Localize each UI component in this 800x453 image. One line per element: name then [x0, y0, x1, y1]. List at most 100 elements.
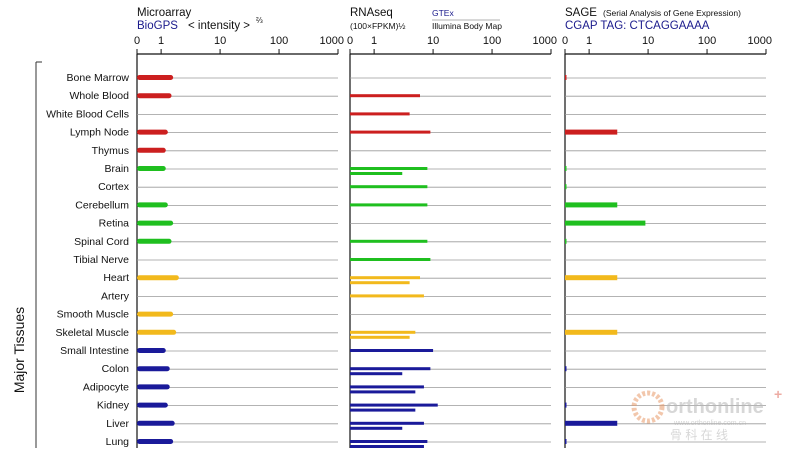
x-tick-label: 1	[158, 35, 164, 47]
panel-scale-exponent: ⅔	[256, 16, 263, 25]
x-tick-label: 10	[214, 35, 226, 47]
x-tick-label: 1000	[320, 35, 344, 47]
panel-scale-label: < intensity >	[188, 20, 250, 32]
bar-brain	[350, 167, 428, 170]
bar-small-intestine	[137, 348, 166, 353]
y-axis-label: Major Tissues	[11, 307, 27, 393]
bar-bone-marrow	[137, 75, 174, 80]
x-tick-label: 10	[427, 35, 439, 47]
bar-liver	[350, 421, 424, 425]
panel-source-illumina: Illumina Body Map	[432, 21, 502, 31]
bar-smooth-muscle	[137, 311, 174, 317]
bar-heart	[565, 275, 618, 281]
category-label: Whole Blood	[69, 90, 129, 102]
panel-title-rnaseq: RNAseq	[350, 7, 393, 19]
bar-lymph-node	[137, 129, 168, 135]
panel-title-microarray: Microarray	[137, 7, 192, 19]
bar-spinal-cord	[350, 239, 428, 243]
bar-colon	[137, 366, 170, 372]
x-tick-label: 0	[562, 35, 568, 47]
panel-source-gtex: GTEx	[432, 8, 454, 18]
bar-whole-blood	[350, 94, 420, 98]
x-tick-label: 100	[698, 35, 716, 47]
bar-retina	[565, 220, 646, 226]
bar-liver	[350, 426, 403, 430]
category-label: Thymus	[92, 145, 129, 157]
panel-tag-label: CGAP TAG: CTCAGGAAAA	[565, 20, 710, 32]
axes-layer: 0 1 10 100 1000 0 1 10 100 1000 0 1 10 100 1000	[134, 35, 772, 448]
bar-cerebellum	[565, 202, 618, 208]
bar-lung	[350, 445, 424, 448]
y-axis-group: Major Tissues	[11, 61, 42, 448]
bar-skeletal-muscle	[137, 329, 177, 335]
panel-headers: Microarray BioGPS < intensity > ⅔ RNAseq…	[137, 7, 741, 32]
bar-brain	[137, 166, 166, 171]
bar-spinal-cord	[137, 238, 172, 244]
category-label: Smooth Muscle	[57, 309, 130, 321]
panel-source-biogps: BioGPS	[137, 20, 178, 32]
bar-bone-marrow	[565, 75, 567, 80]
bar-skeletal-muscle	[350, 330, 416, 334]
bar-white-blood-cells	[350, 112, 410, 116]
watermark-url: www.orthonline.com.cn	[673, 420, 746, 427]
bar-cortex	[565, 184, 567, 190]
bar-liver	[565, 420, 618, 426]
bars-layer	[137, 75, 646, 448]
x-tick-label: 1	[371, 35, 377, 47]
bar-tibial-nerve	[350, 258, 431, 261]
bar-thymus	[137, 147, 166, 153]
category-label: White Blood Cells	[46, 108, 129, 120]
bar-lung	[565, 439, 567, 444]
category-label: Liver	[106, 418, 129, 430]
watermark-plus: +	[774, 386, 782, 402]
bar-cerebellum	[350, 203, 428, 207]
category-label: Small Intestine	[60, 345, 129, 357]
bar-colon	[350, 367, 431, 371]
bar-small-intestine	[350, 349, 434, 352]
bar-cortex	[350, 185, 428, 189]
bar-kidney	[565, 402, 567, 408]
bar-kidney	[350, 408, 416, 412]
panel-scale-fpkm: (100×FPKM)½	[350, 21, 406, 31]
category-label: Cerebellum	[75, 199, 129, 211]
watermark-brand: orthonline	[666, 396, 764, 418]
bar-kidney	[350, 403, 438, 407]
bar-cerebellum	[137, 202, 168, 208]
watermark-logo: orthonline + www.orthonline.com.cn 骨 科 在…	[631, 386, 782, 442]
category-label: Kidney	[97, 400, 130, 412]
x-tick-label: 0	[134, 35, 140, 47]
bar-artery	[350, 294, 424, 298]
category-label: Tibial Nerve	[73, 254, 129, 266]
category-label: Cortex	[98, 181, 130, 193]
bar-lymph-node	[565, 129, 618, 135]
panel-title-sage: SAGE	[565, 7, 597, 19]
bar-lung	[350, 440, 428, 443]
watermark-cn: 骨 科 在 线	[670, 428, 728, 442]
bar-retina	[137, 220, 174, 226]
category-label: Brain	[104, 163, 129, 175]
category-label: Skeletal Muscle	[55, 327, 129, 339]
bar-adipocyte	[350, 385, 424, 389]
x-tick-label: 100	[483, 35, 501, 47]
x-tick-label: 0	[347, 35, 353, 47]
x-tick-label: 1000	[533, 35, 557, 47]
bar-colon	[565, 366, 567, 372]
bar-adipocyte	[137, 384, 170, 390]
bar-spinal-cord	[565, 238, 567, 244]
bar-kidney	[137, 402, 168, 408]
watermark-ring-icon	[631, 390, 665, 424]
category-label: Bone Marrow	[67, 72, 130, 84]
bar-heart	[350, 281, 410, 285]
category-label: Colon	[102, 363, 130, 375]
category-labels: Bone Marrow Whole Blood White Blood Cells L…	[46, 72, 130, 448]
bar-lymph-node	[350, 130, 431, 134]
bar-heart	[350, 276, 420, 280]
watermark: orthonline + www.orthonline.com.cn 骨 科 在…	[626, 383, 786, 443]
category-label: Lymph Node	[70, 127, 129, 139]
bar-lung	[137, 439, 174, 444]
bar-skeletal-muscle	[565, 329, 618, 335]
category-label: Artery	[101, 290, 130, 302]
bar-liver	[137, 420, 175, 426]
bar-heart	[137, 275, 179, 281]
category-label: Spinal Cord	[74, 236, 129, 248]
